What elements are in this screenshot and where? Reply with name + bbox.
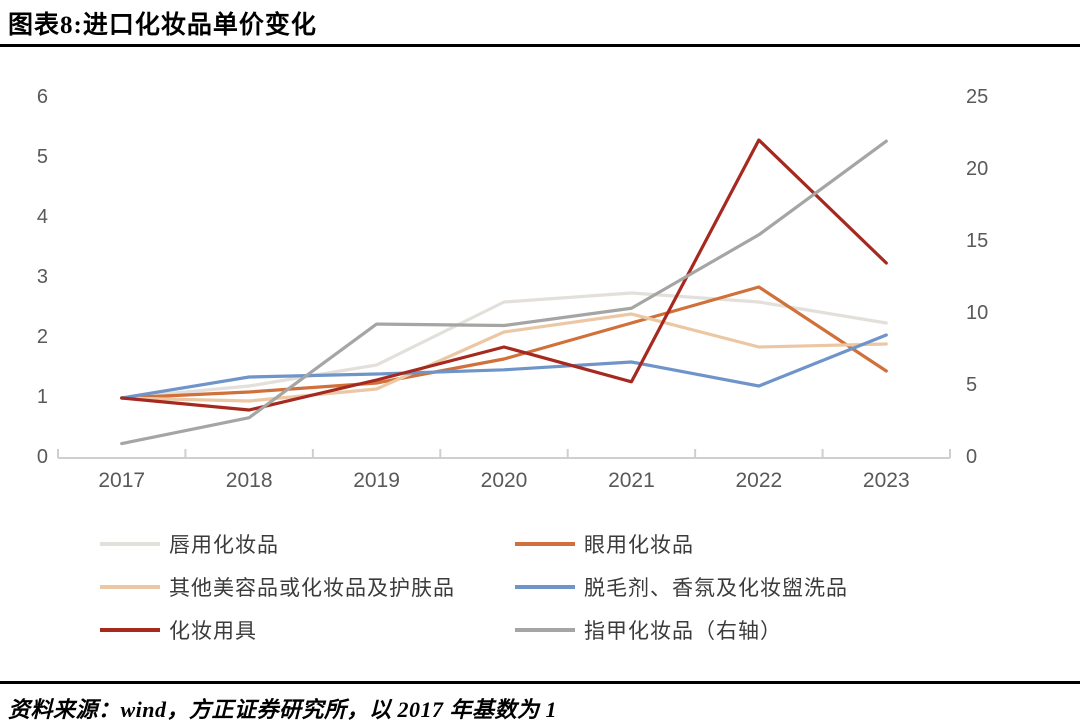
legend-item: 唇用化妆品 bbox=[100, 530, 279, 558]
chart-title: 图表8:进口化妆品单价变化 bbox=[8, 12, 317, 39]
left-axis-tick-label: 1 bbox=[36, 386, 48, 408]
series-line-4 bbox=[120, 138, 888, 412]
legend-item: 化妆用具 bbox=[100, 616, 257, 644]
legend-label: 唇用化妆品 bbox=[169, 533, 279, 557]
x-axis-category-label: 2018 bbox=[225, 469, 273, 492]
legend-item: 脱毛剂、香氛及化妆盥洗品 bbox=[515, 573, 848, 601]
right-axis-tick-label: 25 bbox=[966, 86, 989, 108]
legend-label: 化妆用具 bbox=[169, 619, 257, 643]
legend-label: 指甲化妆品（右轴） bbox=[584, 619, 782, 643]
right-axis-tick-label: 10 bbox=[966, 302, 989, 324]
legend-label: 脱毛剂、香氛及化妆盥洗品 bbox=[584, 576, 848, 600]
legend-swatch-makeup-tools bbox=[100, 628, 160, 632]
x-axis-category-label: 2022 bbox=[735, 469, 783, 492]
legend-item: 指甲化妆品（右轴） bbox=[515, 616, 782, 644]
top-divider-line bbox=[0, 44, 1080, 47]
x-axis-category-label: 2020 bbox=[480, 469, 528, 492]
left-axis-tick-label: 0 bbox=[36, 446, 48, 468]
legend-swatch-nail-cosmetics bbox=[515, 628, 575, 632]
legend-swatch-other-beauty bbox=[100, 585, 160, 589]
legend-swatch-eye-cosmetics bbox=[515, 542, 575, 546]
left-axis-tick-label: 4 bbox=[36, 206, 48, 228]
series-line-1 bbox=[120, 285, 888, 400]
left-axis-tick-label: 6 bbox=[36, 86, 48, 108]
left-axis-tick-label: 2 bbox=[36, 326, 48, 348]
source-note: 资料来源：wind，方正证券研究所，以 2017 年基数为 1 bbox=[8, 697, 558, 722]
series-line-0 bbox=[120, 291, 888, 400]
left-axis-tick-label: 3 bbox=[36, 266, 48, 288]
legend-swatch-depilatory-fragrance bbox=[515, 585, 575, 589]
x-axis-category-label: 2021 bbox=[608, 469, 655, 492]
x-axis-category-label: 2023 bbox=[862, 469, 910, 492]
legend-label: 眼用化妆品 bbox=[584, 533, 694, 557]
legend-label: 其他美容品或化妆品及护肤品 bbox=[169, 576, 455, 600]
x-axis-category-label: 2019 bbox=[353, 469, 400, 492]
bottom-divider-line bbox=[0, 681, 1080, 684]
series-line-3 bbox=[120, 333, 888, 400]
series-line-5 bbox=[120, 139, 888, 446]
right-axis-tick-label: 15 bbox=[966, 230, 989, 252]
legend-swatch-lip-cosmetics bbox=[100, 542, 160, 546]
right-axis-tick-label: 0 bbox=[966, 446, 978, 468]
legend-item: 眼用化妆品 bbox=[515, 530, 694, 558]
right-axis-tick-label: 5 bbox=[966, 374, 978, 396]
left-axis-tick-label: 5 bbox=[36, 146, 48, 168]
right-axis-tick-label: 20 bbox=[966, 158, 989, 180]
legend-item: 其他美容品或化妆品及护肤品 bbox=[100, 573, 455, 601]
series-line-2 bbox=[120, 312, 888, 403]
x-axis-category-label: 2017 bbox=[98, 469, 146, 492]
